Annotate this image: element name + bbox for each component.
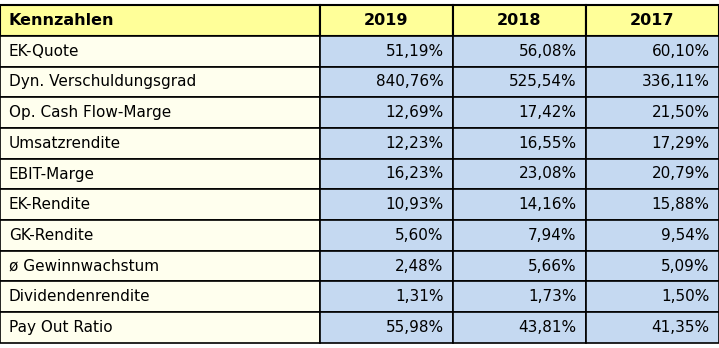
Text: Dyn. Verschuldungsgrad: Dyn. Verschuldungsgrad (9, 74, 196, 89)
Bar (320, 189, 453, 220)
Text: Pay Out Ratio: Pay Out Ratio (9, 320, 112, 335)
Text: 7,94%: 7,94% (528, 228, 577, 243)
Text: Umsatzrendite: Umsatzrendite (9, 136, 121, 151)
Bar (320, 5, 453, 36)
Bar (586, 97, 719, 128)
Text: Kennzahlen: Kennzahlen (9, 13, 114, 28)
Text: Dividendenrendite: Dividendenrendite (9, 289, 150, 304)
Bar (453, 312, 586, 343)
Text: 43,81%: 43,81% (518, 320, 577, 335)
Bar (586, 5, 719, 36)
Bar (586, 66, 719, 97)
Bar (320, 159, 453, 189)
Bar (453, 36, 586, 66)
Bar (0, 66, 320, 97)
Bar (0, 189, 320, 220)
Bar (453, 5, 586, 36)
Bar (0, 251, 320, 282)
Bar (586, 251, 719, 282)
Text: 15,88%: 15,88% (651, 197, 710, 212)
Text: 10,93%: 10,93% (385, 197, 444, 212)
Text: 2017: 2017 (631, 13, 674, 28)
Bar (453, 128, 586, 159)
Bar (320, 312, 453, 343)
Text: 840,76%: 840,76% (376, 74, 444, 89)
Text: 21,50%: 21,50% (651, 105, 710, 120)
Bar (586, 159, 719, 189)
Text: 12,69%: 12,69% (385, 105, 444, 120)
Text: ø Gewinnwachstum: ø Gewinnwachstum (9, 259, 159, 274)
Text: EK-Quote: EK-Quote (9, 44, 79, 59)
Text: Op. Cash Flow-Marge: Op. Cash Flow-Marge (9, 105, 171, 120)
Bar (320, 36, 453, 66)
Bar (0, 159, 320, 189)
Text: 16,23%: 16,23% (385, 166, 444, 182)
Bar (453, 282, 586, 312)
Text: 51,19%: 51,19% (385, 44, 444, 59)
Text: 2019: 2019 (365, 13, 408, 28)
Bar (586, 128, 719, 159)
Bar (320, 282, 453, 312)
Text: 14,16%: 14,16% (518, 197, 577, 212)
Text: 336,11%: 336,11% (641, 74, 710, 89)
Text: 2,48%: 2,48% (395, 259, 444, 274)
Text: 23,08%: 23,08% (518, 166, 577, 182)
Bar (586, 312, 719, 343)
Bar (586, 220, 719, 251)
Bar (586, 189, 719, 220)
Bar (453, 220, 586, 251)
Bar (453, 189, 586, 220)
Text: 41,35%: 41,35% (651, 320, 710, 335)
Bar (586, 36, 719, 66)
Text: 17,42%: 17,42% (518, 105, 577, 120)
Text: GK-Rendite: GK-Rendite (9, 228, 93, 243)
Bar (320, 128, 453, 159)
Bar (0, 128, 320, 159)
Bar (320, 66, 453, 97)
Bar (320, 251, 453, 282)
Text: 17,29%: 17,29% (651, 136, 710, 151)
Bar (453, 159, 586, 189)
Text: 1,31%: 1,31% (395, 289, 444, 304)
Text: 1,50%: 1,50% (661, 289, 710, 304)
Bar (0, 5, 320, 36)
Text: 20,79%: 20,79% (651, 166, 710, 182)
Bar (453, 97, 586, 128)
Text: EK-Rendite: EK-Rendite (9, 197, 91, 212)
Bar (0, 36, 320, 66)
Text: EBIT-Marge: EBIT-Marge (9, 166, 95, 182)
Text: 60,10%: 60,10% (651, 44, 710, 59)
Bar (453, 251, 586, 282)
Text: 525,54%: 525,54% (509, 74, 577, 89)
Text: 9,54%: 9,54% (661, 228, 710, 243)
Bar (586, 282, 719, 312)
Text: 55,98%: 55,98% (385, 320, 444, 335)
Text: 56,08%: 56,08% (518, 44, 577, 59)
Bar (320, 220, 453, 251)
Text: 5,60%: 5,60% (395, 228, 444, 243)
Bar (0, 220, 320, 251)
Bar (453, 66, 586, 97)
Text: 5,09%: 5,09% (661, 259, 710, 274)
Text: 1,73%: 1,73% (528, 289, 577, 304)
Text: 5,66%: 5,66% (528, 259, 577, 274)
Bar (320, 97, 453, 128)
Text: 2018: 2018 (498, 13, 541, 28)
Bar (0, 282, 320, 312)
Text: 12,23%: 12,23% (385, 136, 444, 151)
Text: 16,55%: 16,55% (518, 136, 577, 151)
Bar (0, 312, 320, 343)
Bar (0, 97, 320, 128)
